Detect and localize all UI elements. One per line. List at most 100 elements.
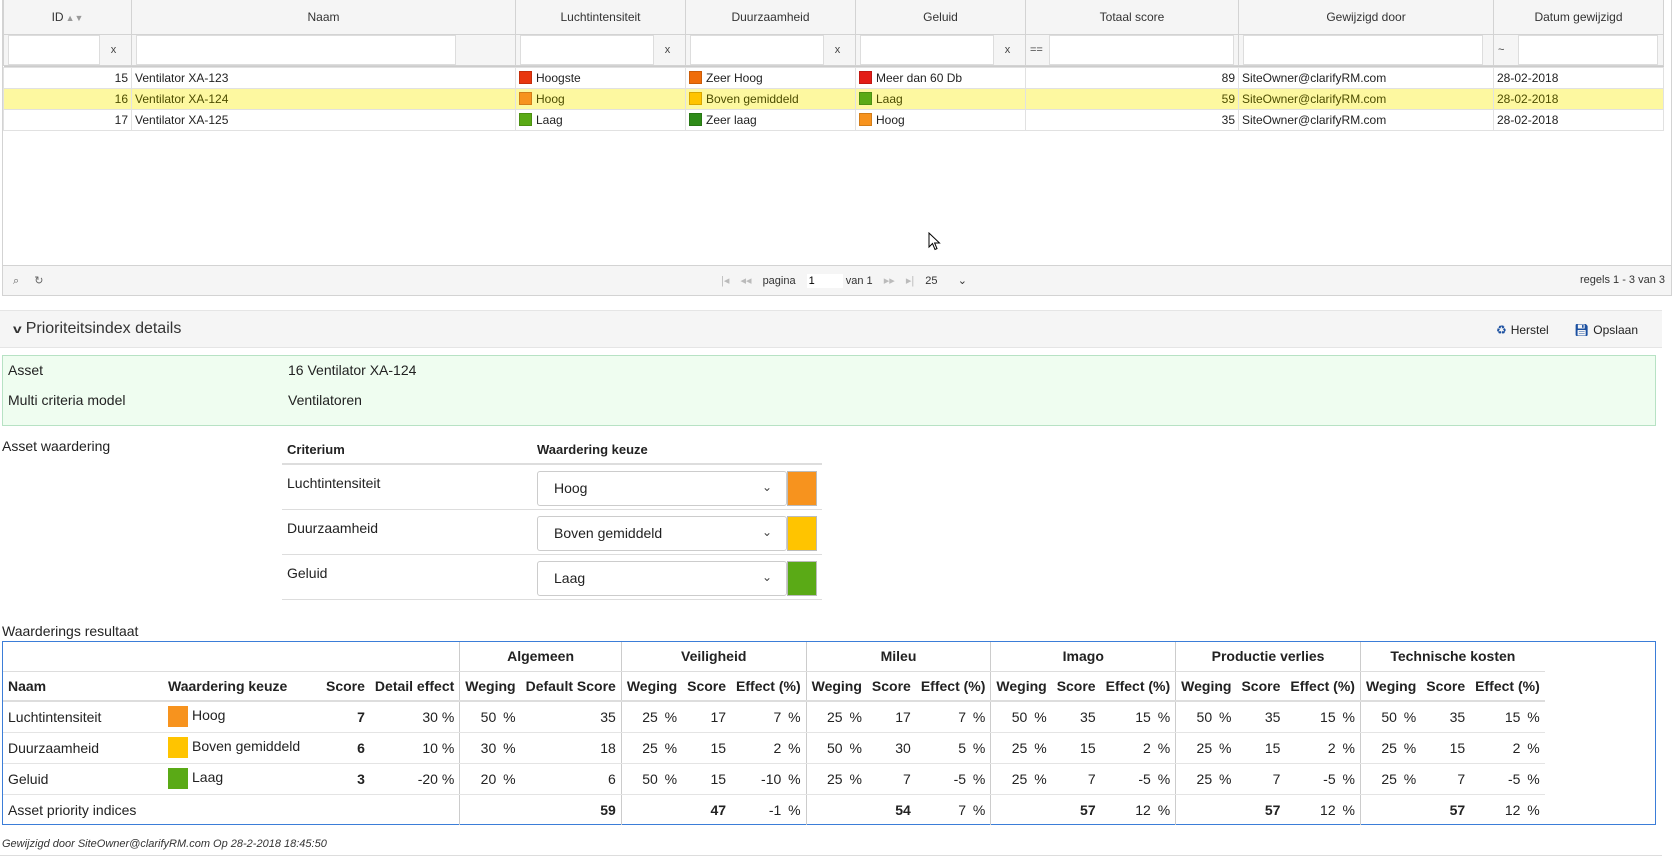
totals-row: Asset priority indices 59 47 -1 % 54 7 % 57 12 … [3, 794, 1545, 825]
percent-sign: % [1338, 770, 1355, 787]
reset-button[interactable]: ♻ Herstel [1495, 323, 1549, 337]
filter-operator-datum[interactable]: ~ [1498, 43, 1505, 56]
filter-duurzaamheid-input[interactable] [690, 34, 824, 65]
result-naam: Geluid [3, 763, 163, 795]
filter-geluid-input[interactable] [860, 34, 994, 65]
result-naam: Duurzaamheid [3, 732, 163, 764]
last-page-icon[interactable]: ▸| [905, 275, 915, 287]
color-swatch [519, 70, 532, 84]
value: 15 [1504, 708, 1521, 725]
color-swatch [519, 112, 532, 126]
cell-datum: 28-02-2018 [1493, 87, 1664, 110]
category-weging: 25 % [1359, 763, 1422, 795]
keuze-text: Boven gemiddeld [192, 738, 301, 755]
percent-sign: % [784, 801, 801, 818]
percent-sign: % [784, 708, 801, 725]
filter-operator-score[interactable]: == [1030, 43, 1043, 56]
select-value: Boven gemiddeld [554, 525, 663, 541]
filter-score-input[interactable] [1049, 34, 1234, 65]
group-mileu: Mileu [805, 642, 991, 672]
model-label: Multi criteria model [8, 392, 126, 408]
value: 50 [1381, 708, 1397, 725]
algemeen-total: 59 [600, 801, 616, 818]
percent-sign: % [660, 739, 678, 756]
group-veiligheid: Veiligheid [620, 642, 807, 672]
floppy-disk-icon: 💾︎ [1574, 323, 1590, 337]
column-header-luchtintensiteit[interactable]: Luchtintensiteit [515, 0, 686, 35]
percent-sign: % [1399, 708, 1417, 725]
category-effect: -5 % [1470, 763, 1545, 795]
clear-filter-duurzaamheid-button[interactable]: x [834, 43, 841, 56]
result-score: 7 [321, 701, 370, 733]
filter-gewijzigd-door-input[interactable] [1243, 34, 1483, 65]
waardering-select[interactable]: Hoog ⌄ [537, 471, 787, 506]
category-weging: 25 % [1175, 732, 1237, 764]
value: 25 [1196, 770, 1213, 787]
table-row[interactable]: 15 Ventilator XA-123 Hoogste Zeer Hoog Meer … [3, 66, 1664, 89]
category-score: 17 [682, 701, 732, 733]
page-input[interactable] [806, 274, 843, 288]
chevron-down-icon: ⌄ [957, 275, 967, 287]
column-header-naam[interactable]: Naam [131, 0, 516, 35]
select-value: Hoog [554, 480, 588, 496]
filter-datum-input[interactable] [1518, 34, 1658, 65]
record-count: regels 1 - 3 van 3 [1580, 274, 1665, 286]
asset-label: Asset [8, 362, 44, 378]
waardering-select[interactable]: Laag ⌄ [537, 561, 787, 596]
category-score: 35 [1051, 701, 1101, 733]
value: 7 [958, 708, 967, 725]
column-header-duurzaamheid[interactable]: Duurzaamheid [685, 0, 856, 35]
category-effect: 15 % [1285, 701, 1361, 733]
panel-toggle[interactable]: v Prioriteitsindex details [13, 320, 181, 338]
next-page-icon[interactable]: ▸▸ [883, 275, 895, 287]
header-weging: Weging [1175, 671, 1237, 702]
percent-sign: % [1215, 708, 1232, 725]
filter-luchtintensiteit-input[interactable] [520, 34, 654, 65]
refresh-icon[interactable]: ↻ [34, 275, 44, 287]
color-swatch [689, 112, 702, 126]
result-row: Duurzaamheid Boven gemiddeld 6 10 % 30 % 18 25… [3, 732, 1545, 764]
percent-sign: % [1338, 801, 1355, 818]
percent-sign: % [1030, 708, 1047, 725]
criterium-row: Geluid Laag ⌄ [282, 555, 822, 600]
result-detail-effect: 30 % [369, 701, 460, 733]
keuze-header: Waardering keuze [537, 442, 648, 457]
column-header-gewijzigd-door[interactable]: Gewijzigd door [1238, 0, 1494, 35]
waardering-select[interactable]: Boven gemiddeld ⌄ [537, 516, 787, 551]
algemeen-default-score: 35 [520, 701, 622, 733]
criteria-table: Criterium Waardering keuze Luchtintensit… [282, 435, 822, 600]
column-header-id[interactable]: ID ▲▼ [3, 0, 132, 35]
group-imago: Imago [990, 642, 1176, 672]
table-row[interactable]: 17 Ventilator XA-125 Laag Zeer laag Hoog 35 Si… [3, 108, 1664, 131]
clear-filter-luchtintensiteit-button[interactable]: x [664, 43, 671, 56]
clear-filter-id-button[interactable]: x [110, 43, 117, 56]
value: 25 [1381, 770, 1397, 787]
column-header-totaal-score[interactable]: Totaal score [1025, 0, 1239, 35]
chevron-down-icon: ⌄ [761, 480, 772, 494]
percent-sign: % [499, 739, 516, 756]
column-header-geluid[interactable]: Geluid [855, 0, 1026, 35]
first-page-icon[interactable]: |◂ [721, 275, 730, 287]
column-header-datum[interactable]: Datum gewijzigd [1493, 0, 1664, 35]
clear-filter-geluid-button[interactable]: x [1004, 43, 1011, 56]
filter-id-input[interactable] [8, 34, 100, 65]
page-size-select[interactable]: 25 ⌄ [925, 275, 967, 287]
value: 50 [1011, 708, 1028, 725]
save-button[interactable]: 💾︎ Opslaan [1574, 323, 1638, 337]
value: 5 [958, 739, 967, 756]
criterium-header: Criterium [287, 442, 345, 457]
empty-cell [620, 794, 683, 825]
sort-icon[interactable]: ▲▼ [65, 12, 84, 23]
header-detail: Detail effect [369, 671, 460, 702]
search-icon[interactable]: ⌕ [13, 275, 20, 287]
filter-naam-input[interactable] [136, 34, 456, 65]
table-row[interactable]: 16 Ventilator XA-124 Hoog Boven gemiddeld La… [3, 87, 1664, 110]
cell-duur: Zeer Hoog [685, 66, 856, 89]
category-score: 15 [1051, 732, 1101, 764]
value: 25 [642, 708, 658, 725]
prev-page-icon[interactable]: ◂◂ [740, 275, 752, 287]
result-row: Geluid Laag 3 -20 % 20 % 6 50 % 15 -10 % 25 % 7 -5 … [3, 763, 1545, 795]
color-swatch [859, 112, 872, 126]
group-technische-kosten: Technische kosten [1359, 642, 1545, 672]
percent-sign: % [1523, 801, 1540, 818]
